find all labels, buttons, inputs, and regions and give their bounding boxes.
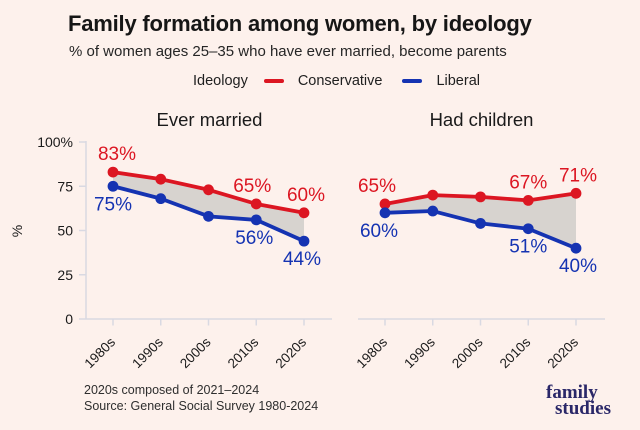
data-point-label: 65% <box>233 176 271 197</box>
brand-logo-line2: studies <box>555 398 611 419</box>
source-note: Source: General Social Survey 1980-2024 <box>84 398 319 413</box>
y-tick-label: 75 <box>57 178 73 194</box>
x-tick-label: 2000s <box>177 334 214 371</box>
panel-title-ever-married: Ever married <box>156 109 263 130</box>
data-point-conservative <box>203 184 214 196</box>
data-point-liberal <box>107 180 119 192</box>
x-tick-label: 2020s <box>544 334 581 371</box>
brand-logo-line1: family <box>546 382 598 403</box>
legend-item-liberal: Liberal <box>402 73 500 89</box>
legend: Ideology Conservative Liberal <box>193 73 500 89</box>
data-point-conservative <box>155 173 167 185</box>
data-point-label: 60% <box>287 185 325 206</box>
x-tick-label: 1980s <box>353 334 390 371</box>
x-tick-label: 1990s <box>401 334 438 371</box>
data-point-label: 56% <box>235 228 273 249</box>
x-tick-label: 2020s <box>272 334 309 371</box>
data-point-conservative <box>379 198 391 210</box>
data-point-label: 65% <box>358 176 396 197</box>
data-point-label: 44% <box>283 249 321 270</box>
data-point-conservative <box>570 187 582 199</box>
data-point-label: 40% <box>559 256 597 277</box>
data-point-liberal <box>298 235 310 247</box>
data-point-label: 75% <box>94 194 132 215</box>
data-point-liberal <box>522 223 534 235</box>
gap-area <box>113 172 304 242</box>
data-point-conservative <box>298 207 310 219</box>
data-point-conservative <box>522 195 534 206</box>
legend-item-label: Liberal <box>436 73 480 89</box>
legend-title: Ideology <box>193 73 248 89</box>
data-point-conservative <box>107 166 119 178</box>
y-tick-label: 0 <box>65 311 73 327</box>
data-point-liberal <box>570 242 582 254</box>
y-tick-label: 100% <box>37 134 73 150</box>
legend-item-conservative: Conservative <box>263 73 403 89</box>
data-point-liberal <box>475 218 486 229</box>
brand-logo: family studies <box>546 382 611 419</box>
x-tick-label: 2010s <box>497 334 534 371</box>
y-axis-title: % <box>9 225 25 237</box>
panel-title-had-children: Had children <box>429 109 534 130</box>
x-tick-label: 1980s <box>81 334 118 371</box>
y-tick-label: 50 <box>57 223 73 239</box>
data-point-label: 83% <box>98 144 136 165</box>
footnotes: 2020s composed of 2021–2024 Source: Gene… <box>84 383 318 414</box>
x-tick-label: 1990s <box>129 334 166 371</box>
legend-item-label: Conservative <box>297 73 383 89</box>
x-tick-label: 2000s <box>449 334 486 371</box>
data-point-label: 60% <box>360 221 398 242</box>
conservative-line-swatch <box>263 78 284 84</box>
data-point-liberal <box>427 205 439 217</box>
y-tick-label: 25 <box>57 267 73 283</box>
data-point-liberal <box>155 193 167 205</box>
chart-subtitle: % of women ages 25–35 who have ever marr… <box>69 43 507 60</box>
data-point-liberal <box>379 207 391 219</box>
data-point-label: 71% <box>559 165 597 186</box>
x-tick-label: 2010s <box>225 334 262 371</box>
data-point-conservative <box>475 191 486 203</box>
data-point-label: 51% <box>509 237 547 258</box>
data-point-label: 67% <box>509 172 547 193</box>
data-point-conservative <box>250 198 262 210</box>
liberal-line-swatch <box>402 78 423 84</box>
data-point-liberal <box>203 210 214 222</box>
footnote: 2020s composed of 2021–2024 <box>84 383 260 397</box>
data-point-liberal <box>250 214 262 226</box>
chart-title: Family formation among women, by ideolog… <box>68 11 532 36</box>
data-point-conservative <box>427 189 439 201</box>
